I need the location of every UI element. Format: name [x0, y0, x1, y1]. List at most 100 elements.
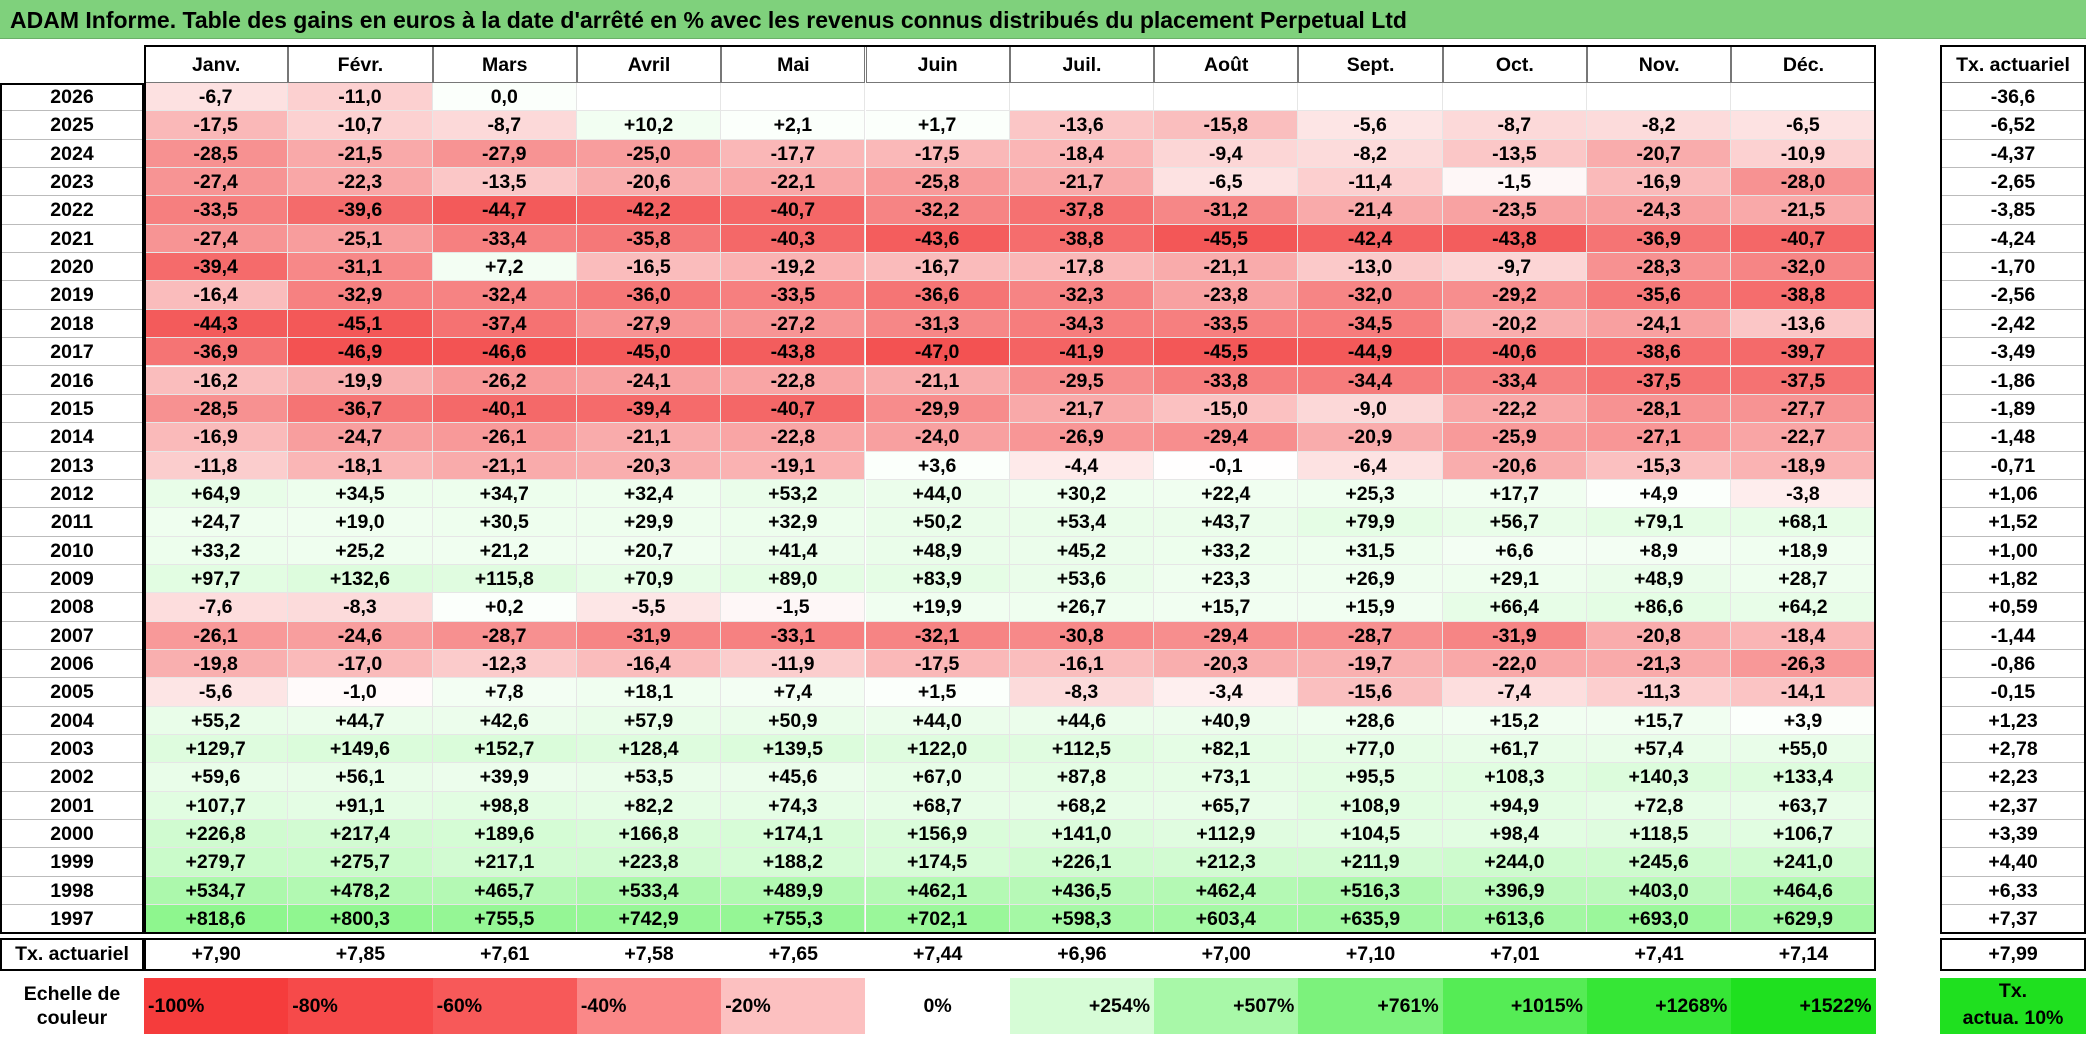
- legend-step: -40%: [576, 978, 722, 1034]
- heatmap-cell: +45,2: [1009, 536, 1155, 565]
- heatmap-cell: +28,6: [1298, 706, 1443, 736]
- heatmap-cell: +132,6: [288, 564, 433, 594]
- heatmap-cell: -28,5: [144, 394, 289, 424]
- heatmap-cell: -8,7: [432, 111, 577, 140]
- rate-cell: +1,23: [1940, 706, 2086, 736]
- heatmap-cell: -31,9: [576, 621, 722, 650]
- heatmap-cell: +112,9: [1154, 820, 1299, 849]
- heatmap-cell: +118,5: [1587, 820, 1732, 849]
- heatmap-cell: -15,6: [1298, 678, 1443, 707]
- heatmap-cell: -29,9: [865, 394, 1010, 424]
- heatmap-cell: [1442, 83, 1587, 112]
- year-label: 2017: [0, 338, 144, 367]
- rate-cell: -1,86: [1940, 366, 2086, 395]
- total-cell: +6,96: [1009, 937, 1155, 971]
- heatmap-cell: -35,6: [1587, 281, 1732, 310]
- heatmap-cell: -20,3: [576, 451, 722, 480]
- total-cell: +7,65: [721, 937, 866, 971]
- heatmap-cell: +64,9: [144, 479, 289, 509]
- heatmap-cell: -34,4: [1298, 366, 1443, 395]
- heatmap-cell: +39,9: [432, 763, 577, 792]
- total-cell: +7,58: [576, 937, 722, 971]
- legend-label-line2: couleur: [36, 1007, 108, 1029]
- heatmap-cell: +6,6: [1442, 536, 1587, 565]
- heatmap-cell: -33,4: [1442, 366, 1587, 395]
- heatmap-cell: -16,7: [865, 253, 1010, 282]
- heatmap-cell: +462,4: [1154, 876, 1299, 906]
- rate-cell: +6,33: [1940, 876, 2086, 906]
- rate-cell: -2,56: [1940, 281, 2086, 310]
- heatmap-cell: -36,9: [144, 338, 289, 367]
- heatmap-cell: +465,7: [432, 876, 577, 906]
- legend-rate-line1: Tx.: [1998, 980, 2028, 1002]
- heatmap-cell: +0,2: [432, 593, 577, 622]
- heatmap-cell: +603,4: [1154, 905, 1299, 934]
- heatmap-cell: 0,0: [432, 83, 577, 112]
- year-label: 2012: [0, 479, 144, 509]
- month-header: Oct.: [1442, 45, 1587, 83]
- heatmap-cell: +212,3: [1154, 848, 1299, 877]
- heatmap-cell: -9,0: [1298, 394, 1443, 424]
- heatmap-cell: -24,1: [576, 366, 722, 395]
- heatmap-cell: +436,5: [1009, 876, 1155, 906]
- year-label: 2008: [0, 593, 144, 622]
- rate-cell: +2,78: [1940, 735, 2086, 764]
- heatmap-cell: -5,5: [576, 593, 722, 622]
- legend-step: 0%: [865, 978, 1010, 1034]
- heatmap-cell: -13,6: [1731, 309, 1876, 339]
- heatmap-cell: +2,1: [721, 111, 866, 140]
- heatmap-cell: -25,9: [1442, 423, 1587, 452]
- heatmap-cell: -27,9: [432, 139, 577, 169]
- heatmap-cell: -38,6: [1587, 338, 1732, 367]
- heatmap-cell: +18,9: [1731, 536, 1876, 565]
- heatmap-cell: -16,4: [576, 650, 722, 679]
- heatmap-cell: +140,3: [1587, 763, 1732, 792]
- heatmap-cell: -21,4: [1298, 196, 1443, 225]
- year-label: 2003: [0, 735, 144, 764]
- heatmap-cell: -32,9: [288, 281, 433, 310]
- heatmap-cell: -29,4: [1154, 423, 1299, 452]
- heatmap-cell: +3,6: [865, 451, 1010, 480]
- heatmap-cell: +489,9: [721, 876, 866, 906]
- heatmap-cell: +30,2: [1009, 479, 1155, 509]
- heatmap-cell: -47,0: [865, 338, 1010, 367]
- heatmap-cell: [1731, 83, 1876, 112]
- heatmap-cell: +55,0: [1731, 735, 1876, 764]
- heatmap-cell: -25,1: [288, 224, 433, 254]
- heatmap-cell: +98,4: [1442, 820, 1587, 849]
- heatmap-cell: +68,2: [1009, 791, 1155, 821]
- heatmap-cell: -20,6: [1442, 451, 1587, 480]
- heatmap-cell: +275,7: [288, 848, 433, 877]
- heatmap-cell: +3,9: [1731, 706, 1876, 736]
- heatmap-cell: -16,1: [1009, 650, 1155, 679]
- heatmap-cell: -39,6: [288, 196, 433, 225]
- year-label: 2005: [0, 678, 144, 707]
- heatmap-cell: +48,9: [865, 536, 1010, 565]
- heatmap-cell: +55,2: [144, 706, 289, 736]
- rate-cell: +2,23: [1940, 763, 2086, 792]
- heatmap-cell: +57,9: [576, 706, 722, 736]
- heatmap-cell: +129,7: [144, 735, 289, 764]
- rate-cell: -3,49: [1940, 338, 2086, 367]
- heatmap-cell: -20,7: [1587, 139, 1732, 169]
- year-label: 2026: [0, 83, 144, 112]
- heatmap-cell: [1009, 83, 1155, 112]
- heatmap-cell: +211,9: [1298, 848, 1443, 877]
- year-label: 2024: [0, 139, 144, 169]
- legend-step: -60%: [432, 978, 577, 1034]
- heatmap-cell: +45,6: [721, 763, 866, 792]
- heatmap-cell: -44,9: [1298, 338, 1443, 367]
- rate-cell: +1,52: [1940, 508, 2086, 537]
- heatmap-cell: +53,6: [1009, 564, 1155, 594]
- heatmap-cell: +19,9: [865, 593, 1010, 622]
- heatmap-cell: +65,7: [1154, 791, 1299, 821]
- year-label: 2016: [0, 366, 144, 395]
- heatmap-cell: +403,0: [1587, 876, 1732, 906]
- heatmap-cell: -16,9: [144, 423, 289, 452]
- heatmap-cell: +10,2: [576, 111, 722, 140]
- rate-cell: -4,37: [1940, 139, 2086, 169]
- year-label: 2006: [0, 650, 144, 679]
- heatmap-cell: +28,7: [1731, 564, 1876, 594]
- year-label: 2022: [0, 196, 144, 225]
- heatmap-cell: -8,3: [1009, 678, 1155, 707]
